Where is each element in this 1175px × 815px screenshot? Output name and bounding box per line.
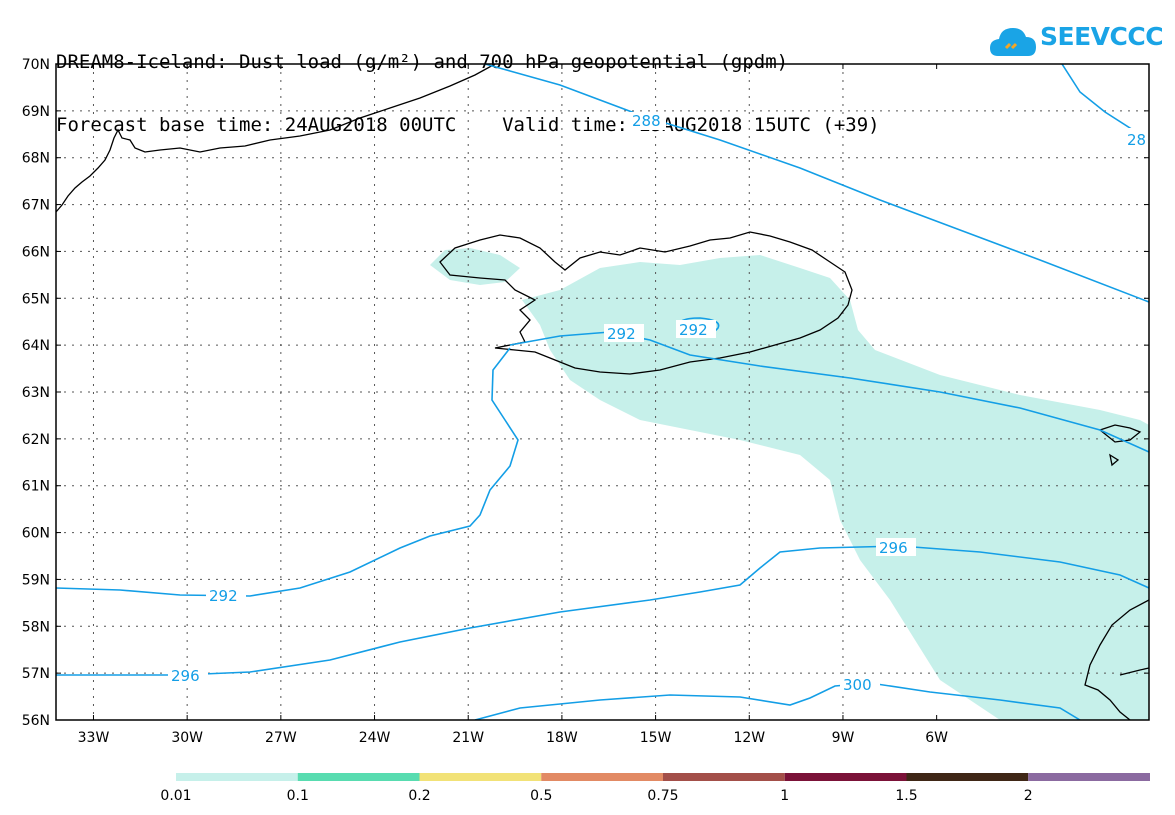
colorbar-tick-label: 2 (1024, 788, 1033, 804)
contour-300 (474, 682, 1081, 720)
lat-tick-label: 65N (22, 291, 50, 307)
lon-tick-label: 30W (171, 730, 203, 746)
contour-296-south (56, 545, 1149, 676)
colorbar-segment (663, 773, 785, 781)
longitude-labels: 33W 30W 27W 24W 21W 18W 15W 12W 9W 6W (78, 730, 949, 746)
colorbar-segment (1028, 773, 1150, 781)
lat-tick-label: 60N (22, 526, 50, 542)
lon-tick-label: 9W (832, 730, 855, 746)
dust-load-area (430, 248, 1149, 720)
lon-tick-label: 24W (359, 730, 391, 746)
dust-area-main (522, 255, 1149, 720)
contour-288-main (484, 64, 1149, 303)
lon-tick-label: 6W (925, 730, 948, 746)
colorbar-tick-label: 0.1 (287, 788, 309, 804)
lat-tick-label: 67N (22, 198, 50, 214)
lon-tick-label: 12W (733, 730, 765, 746)
coastlines (56, 64, 1149, 720)
lat-tick-label: 58N (22, 619, 50, 635)
colorbar-segment (176, 773, 298, 781)
lat-tick-label: 63N (22, 385, 50, 401)
lat-tick-label: 56N (22, 713, 50, 729)
lat-tick-label: 57N (22, 666, 50, 682)
lon-tick-label: 18W (546, 730, 578, 746)
colorbar-segment (541, 773, 663, 781)
contour-292-south (56, 347, 519, 597)
cloud-logo-icon (990, 28, 1036, 56)
scotland-coast (1084, 599, 1149, 720)
contour-label: 300 (843, 676, 872, 694)
colorbar-tick-label: 0.2 (408, 788, 430, 804)
iceland-coast (439, 231, 853, 375)
logo-text: SEEVCCC (1040, 22, 1164, 51)
lon-tick-label: 21W (452, 730, 484, 746)
contour-label: 296 (171, 667, 200, 685)
lon-tick-label: 15W (640, 730, 672, 746)
lat-tick-label: 64N (22, 338, 50, 354)
contour-label: 288 (632, 112, 661, 130)
contour-label: 292 (209, 587, 238, 605)
colorbar-tick-label: 0.01 (160, 788, 191, 804)
colorbar-tick-label: 0.5 (530, 788, 552, 804)
colorbar-labels: 0.01 0.1 0.2 0.5 0.75 1 1.5 2 (160, 788, 1032, 804)
contour-labels: 288 28 292 292 292 296 296 300 (168, 112, 1149, 694)
contour-292-north (509, 331, 1149, 453)
colorbar-segment (419, 773, 542, 781)
lat-tick-label: 61N (22, 479, 50, 495)
grid-lines (56, 64, 1149, 720)
lat-tick-label: 69N (22, 104, 50, 120)
contour-label: 292 (679, 321, 708, 339)
lon-tick-label: 33W (78, 730, 110, 746)
colorbar-segment (784, 773, 907, 781)
axis-ticks (56, 63, 1149, 721)
contour-label: 292 (607, 325, 636, 343)
latitude-labels: 70N 69N 68N 67N 66N 65N 64N 63N 62N 61N 60N 59N 58N 5… (22, 57, 50, 729)
colorbar-segment (906, 773, 1029, 781)
colorbar-tick-label: 1 (780, 788, 789, 804)
colorbar (176, 773, 1150, 781)
lat-tick-label: 68N (22, 151, 50, 167)
lat-tick-label: 62N (22, 432, 50, 448)
contour-label: 296 (879, 539, 908, 557)
lat-tick-label: 70N (22, 57, 50, 73)
title-line-2: Forecast base time: 24AUG2018 00UTC Vali… (56, 114, 880, 136)
colorbar-tick-label: 0.75 (647, 788, 678, 804)
faroe-coast (1098, 424, 1142, 467)
lat-tick-label: 59N (22, 572, 50, 588)
greenland-coast (56, 64, 496, 213)
title-line-1: DREAM8-Iceland: Dust load (g/m²) and 700… (56, 51, 789, 73)
lat-tick-label: 66N (22, 244, 50, 260)
map-title: DREAM8-Iceland: Dust load (g/m²) and 700… (56, 10, 880, 157)
lon-tick-label: 27W (265, 730, 297, 746)
colorbar-segment (297, 773, 420, 781)
colorbar-tick-label: 1.5 (895, 788, 917, 804)
contour-label: 28 (1127, 131, 1146, 149)
